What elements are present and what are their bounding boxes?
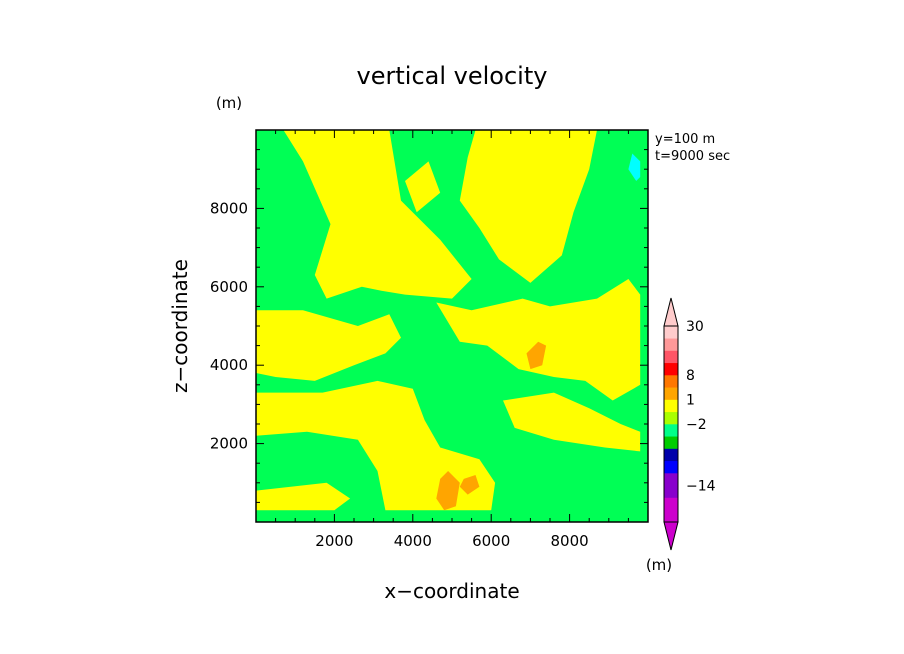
colorbar-segment [664,473,678,486]
contour-region-9 [436,471,460,511]
colorbar-segment [664,448,678,462]
colorbar-unit: (m) [646,556,672,574]
y-tick-labels: 2000 4000 6000 8000 [210,199,248,452]
chart-title: vertical velocity [357,62,548,90]
plot-frame [255,129,649,523]
plot-annotations: y=100 m t=9000 sec [655,132,730,164]
contour-region-7 [405,161,441,213]
contour-region-3 [256,310,401,381]
colorbar-segment [664,350,678,364]
plot-area [255,129,649,523]
colorbar-segment [664,326,678,339]
colorbar-segment [664,485,678,498]
colorbar-label: 8 [686,368,695,384]
colorbar-label: −2 [686,417,707,433]
colorbar-label: 30 [686,319,704,335]
colorbar-segment [664,399,678,413]
y-tick-label: 4000 [210,356,248,374]
x-tick-label: 8000 [551,532,589,550]
colorbar: 30 8 1 −2 −14 [663,297,716,551]
colorbar-segment [664,338,678,351]
colorbar-segment [664,362,678,376]
y-tick-label: 6000 [210,278,248,296]
colorbar-segment [664,375,678,388]
contour-region-2 [436,279,641,401]
y-tick-label: 8000 [210,199,248,217]
contour-region-0 [283,130,472,299]
colorbar-min-triangle [663,521,679,551]
y-tick-label: 2000 [210,435,248,453]
annotation-line: t=9000 sec [655,149,730,164]
contour-region-1 [459,130,597,283]
colorbar-segment [664,387,678,400]
colorbar-label: −14 [686,478,716,494]
colorbar-label: 1 [686,393,695,409]
x-tick-labels: 2000 4000 6000 8000 [315,532,588,550]
contour-region-5 [503,392,641,452]
colorbar-segment [664,424,678,437]
y-axis-unit: (m) [216,94,242,112]
contour-region-10 [459,475,480,495]
contour-region-8 [526,341,547,370]
contour-region-4 [256,380,496,511]
y-axis-label: z−coordinate [168,259,192,393]
colorbar-max-triangle [663,297,679,327]
colorbar-segment [664,497,678,511]
colorbar-segment [664,411,678,425]
colorbar-segment [664,509,678,523]
x-axis-label: x−coordinate [384,579,519,603]
contour-regions [256,130,641,511]
x-tick-label: 4000 [394,532,432,550]
contour-region-11 [628,153,641,181]
contour-region-6 [256,482,351,511]
annotation-line: y=100 m [655,132,715,147]
colorbar-segment [664,460,678,474]
x-tick-label: 6000 [472,532,510,550]
x-tick-label: 2000 [315,532,353,550]
colorbar-segment [664,436,678,449]
